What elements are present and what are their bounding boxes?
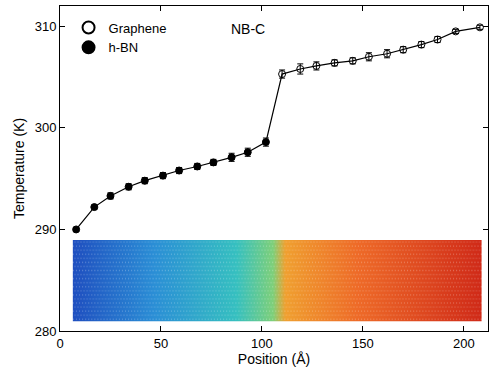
svg-text:280: 280: [35, 324, 57, 339]
svg-text:300: 300: [35, 120, 57, 135]
svg-text:Graphene: Graphene: [109, 21, 167, 36]
svg-text:290: 290: [35, 222, 57, 237]
svg-text:0: 0: [56, 336, 63, 351]
svg-text:100: 100: [251, 336, 273, 351]
svg-text:h-BN: h-BN: [109, 40, 139, 55]
svg-text:150: 150: [352, 336, 374, 351]
svg-text:Temperature (K): Temperature (K): [11, 118, 27, 219]
svg-text:50: 50: [154, 336, 168, 351]
svg-text:Position (Å): Position (Å): [238, 351, 310, 367]
svg-text:200: 200: [453, 336, 475, 351]
svg-text:NB-C: NB-C: [231, 21, 265, 37]
svg-text:310: 310: [35, 19, 57, 34]
